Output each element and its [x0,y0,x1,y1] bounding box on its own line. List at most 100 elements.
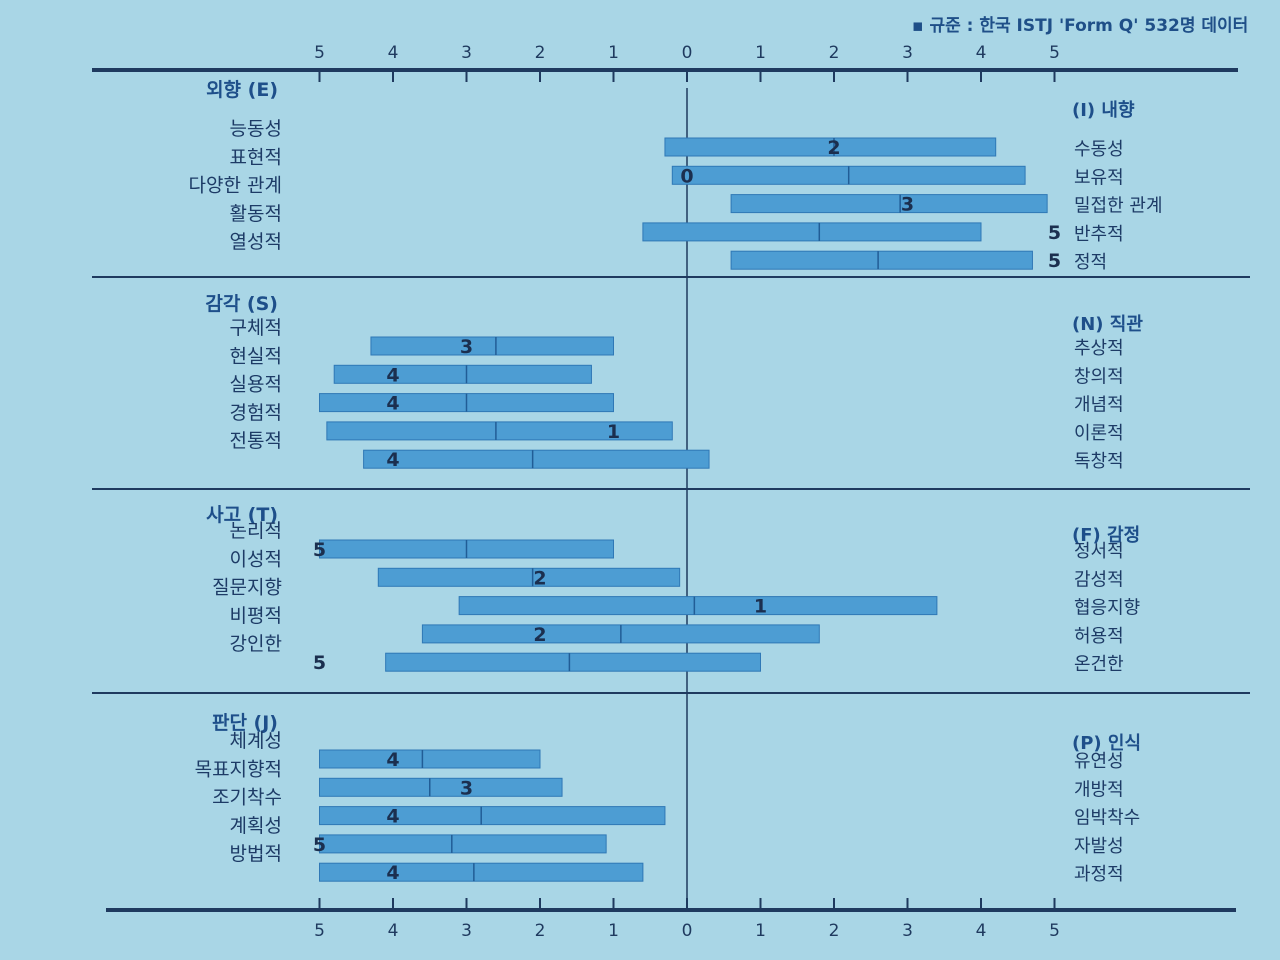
facet-label-right: 수동성 [1074,139,1124,160]
facet-range-bar [333,364,592,384]
facet-range-bar [319,777,563,797]
facet-score-label: 3 [901,194,914,216]
facet-range-bar [385,652,761,672]
facet-label-right: 보유적 [1074,167,1124,188]
facet-label-left: 다양한 관계 [189,175,282,197]
facet-score-label: 2 [533,567,546,589]
facet-label-left: 경험적 [230,402,282,424]
facet-label-left: 전통적 [230,430,282,452]
top-axis-tick-label: 0 [682,43,693,63]
facet-range-bar [642,222,982,242]
facet-score-label: 4 [386,749,399,771]
facet-label-left: 강인한 [230,633,282,655]
facet-label-right: 밀접한 관계 [1074,196,1163,217]
facet-score-label: 1 [754,596,767,618]
top-axis-tick-label: 4 [976,43,987,63]
scale-header-left: 감각 (S) [205,293,278,315]
facet-score-label: 2 [533,624,546,646]
facet-score-label: 5 [313,539,326,561]
facet-range-bar [458,596,938,616]
facet-label-right: 협응지향 [1074,598,1140,619]
bottom-axis-tick-label: 3 [461,921,472,941]
facet-label-right: 임박착수 [1074,808,1140,829]
top-axis-tick-label: 2 [535,43,546,63]
facet-label-right: 개념적 [1074,395,1124,416]
facet-label-right: 정적 [1074,252,1107,273]
facet-score-label: 0 [680,165,693,187]
facet-range-bar [319,806,666,826]
facet-label-right: 정서적 [1074,541,1124,562]
facet-label-left: 조기착수 [212,787,282,809]
facet-label-left: 계획성 [230,815,282,837]
bottom-axis-tick-label: 5 [1049,921,1060,941]
facet-label-right: 허용적 [1074,626,1124,647]
bottom-axis-tick-label: 4 [976,921,987,941]
scale-header-right: (N) 직관 [1072,314,1143,335]
facet-label-left: 실용적 [230,374,282,396]
top-axis-tick-label: 5 [314,43,325,63]
bottom-axis-tick-label: 3 [902,921,913,941]
scale-header-right: (P) 인식 [1072,733,1141,754]
facet-score-label: 4 [386,393,399,415]
bottom-axis-tick-label: 2 [829,921,840,941]
bottom-axis-tick-label: 2 [535,921,546,941]
facet-range-bar [377,567,681,587]
facet-range-bar [319,749,541,769]
facet-label-left: 체계성 [230,730,282,752]
top-axis-tick-label: 4 [388,43,399,63]
facet-label-right: 창의적 [1074,366,1124,387]
facet-label-right: 자발성 [1074,836,1124,857]
facet-range-bar [326,421,673,441]
top-axis-tick-label: 1 [755,43,766,63]
facet-range-bar [370,336,615,356]
bottom-axis-tick-label: 1 [755,921,766,941]
bottom-axis-tick-label: 4 [388,921,399,941]
scale-header-left: 사고 (T) [206,504,278,526]
bottom-axis-tick-label: 1 [608,921,619,941]
facet-label-left: 방법적 [230,843,282,865]
facet-score-label: 5 [313,652,326,674]
top-axis-tick-label: 3 [461,43,472,63]
facet-label-left: 구체적 [230,317,282,339]
facet-label-right: 추상적 [1074,338,1124,359]
facet-range-bar [664,137,997,157]
facet-label-right: 감성적 [1074,569,1124,590]
facet-label-left: 이성적 [230,548,282,570]
facet-score-label: 5 [1048,250,1061,272]
facet-label-left: 비평적 [230,605,282,627]
facet-label-left: 질문지향 [212,577,282,599]
facet-label-left: 능동성 [230,118,282,140]
facet-score-label: 3 [460,777,473,799]
top-axis-tick-label: 5 [1049,43,1060,63]
facet-label-right: 반추적 [1074,224,1124,245]
facet-label-left: 논리적 [230,520,282,542]
facet-score-label: 4 [386,364,399,386]
facet-score-label: 2 [827,137,840,159]
facet-score-label: 5 [313,834,326,856]
facet-label-right: 과정적 [1074,864,1124,885]
facet-label-left: 표현적 [230,146,282,168]
facet-range-bar [730,250,1033,270]
facet-range-bar [319,834,607,854]
top-axis-tick-label: 2 [829,43,840,63]
facet-score-label: 4 [386,449,399,471]
facet-score-label: 1 [607,421,620,443]
facet-score-label: 5 [1048,222,1061,244]
top-axis-tick-label: 1 [608,43,619,63]
scale-header-left: 외향 (E) [206,79,278,101]
facet-label-left: 현실적 [230,345,282,367]
bottom-axis-tick-label: 0 [682,921,693,941]
scale-header-left: 판단 (J) [212,712,278,734]
facet-range-bar [363,449,710,469]
facet-label-right: 온건한 [1074,654,1124,675]
facet-label-right: 유연성 [1074,751,1124,772]
scale-header-right: (I) 내향 [1072,100,1135,121]
facet-score-label: 3 [460,336,473,358]
facet-label-right: 개방적 [1074,779,1124,800]
top-axis-tick-label: 3 [902,43,913,63]
facet-label-left: 활동적 [230,203,282,225]
facet-range-bar [319,862,644,882]
facet-label-right: 이론적 [1074,423,1124,444]
bottom-axis-tick-label: 5 [314,921,325,941]
